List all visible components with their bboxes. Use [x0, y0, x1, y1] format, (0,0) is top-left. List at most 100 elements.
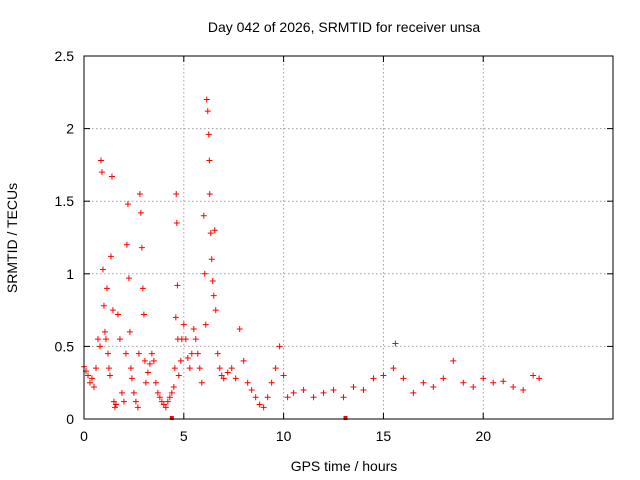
data-point — [141, 357, 148, 364]
axis-marker — [169, 416, 174, 420]
data-point — [256, 401, 263, 408]
data-point — [206, 157, 213, 164]
data-point — [175, 372, 182, 379]
data-point — [105, 365, 112, 372]
grid — [84, 56, 613, 419]
data-point — [90, 384, 97, 391]
data-point — [260, 404, 267, 411]
data-point — [132, 398, 139, 405]
axis-marker — [343, 416, 348, 420]
data-point — [224, 369, 231, 376]
data-point — [137, 209, 144, 216]
x-tick-label: 0 — [80, 428, 88, 444]
data-point — [290, 389, 297, 396]
data-point — [99, 266, 106, 273]
data-point — [108, 173, 115, 180]
x-tick-label: 15 — [376, 428, 392, 444]
data-point — [152, 379, 159, 386]
data-point — [252, 394, 259, 401]
data-point — [168, 389, 175, 396]
data-point — [220, 375, 227, 382]
data-point — [182, 336, 189, 343]
data-point — [530, 372, 537, 379]
y-axis-label: SRMTID / TECUs — [4, 183, 20, 293]
data-point — [114, 311, 121, 318]
data-point — [164, 398, 171, 405]
data-point — [100, 302, 107, 309]
data-point — [360, 386, 367, 393]
data-point — [139, 285, 146, 292]
data-point — [173, 219, 180, 226]
data-point — [88, 375, 95, 382]
data-point — [120, 398, 127, 405]
data-point — [107, 253, 114, 260]
y-tick-label: 2.5 — [55, 48, 75, 64]
data-point — [171, 365, 178, 372]
data-point — [150, 357, 157, 364]
data-point — [520, 386, 527, 393]
data-point — [123, 241, 130, 248]
data-point — [480, 375, 487, 382]
data-point — [118, 389, 125, 396]
data-point — [192, 336, 199, 343]
data-point — [170, 384, 177, 391]
data-point — [190, 325, 197, 332]
data-point — [202, 321, 209, 328]
data-point — [212, 307, 219, 314]
data-point — [94, 336, 101, 343]
data-point — [156, 394, 163, 401]
data-point — [184, 355, 191, 362]
data-point — [186, 365, 193, 372]
data-point — [208, 256, 215, 263]
data-point — [188, 350, 195, 357]
x-tick-label: 10 — [276, 428, 292, 444]
y-tick-label: 0.5 — [55, 338, 75, 354]
x-tick-label: 20 — [475, 428, 491, 444]
data-point — [146, 360, 153, 367]
plot-frame — [83, 55, 614, 420]
data-point — [209, 278, 216, 285]
data-points — [81, 96, 543, 420]
data-point — [162, 404, 169, 411]
data-point — [172, 314, 179, 321]
y-tick-label: 1.5 — [55, 193, 75, 209]
data-point — [92, 365, 99, 372]
data-point — [236, 325, 243, 332]
data-point — [460, 379, 467, 386]
data-point — [310, 394, 317, 401]
data-point — [272, 365, 279, 372]
data-point — [86, 379, 93, 386]
data-point — [350, 384, 357, 391]
data-point — [248, 386, 255, 393]
data-point — [450, 357, 457, 364]
data-point — [204, 108, 211, 115]
data-point — [98, 169, 105, 176]
data-point — [180, 321, 187, 328]
data-point — [206, 190, 213, 197]
data-point — [430, 384, 437, 391]
data-point — [284, 394, 291, 401]
x-tick-label: 5 — [180, 428, 188, 444]
data-point — [127, 365, 134, 372]
x-axis-label: GPS time / hours — [291, 458, 398, 474]
data-point — [106, 372, 113, 379]
data-point — [210, 292, 217, 299]
data-point — [228, 365, 235, 372]
data-point — [205, 131, 212, 138]
data-point — [420, 379, 427, 386]
axis-ticks — [83, 55, 613, 420]
data-point — [177, 357, 184, 364]
data-point — [136, 190, 143, 197]
data-point — [320, 389, 327, 396]
data-point — [109, 307, 116, 314]
data-point — [280, 372, 287, 379]
data-point — [410, 389, 417, 396]
chart-title: Day 042 of 2026, SRMTID for receiver uns… — [208, 19, 481, 35]
data-point — [211, 227, 218, 234]
data-point — [536, 375, 543, 382]
data-point — [264, 394, 271, 401]
y-tick-label: 2 — [66, 121, 74, 137]
data-point — [390, 365, 397, 372]
data-point — [130, 389, 137, 396]
data-point — [198, 379, 205, 386]
